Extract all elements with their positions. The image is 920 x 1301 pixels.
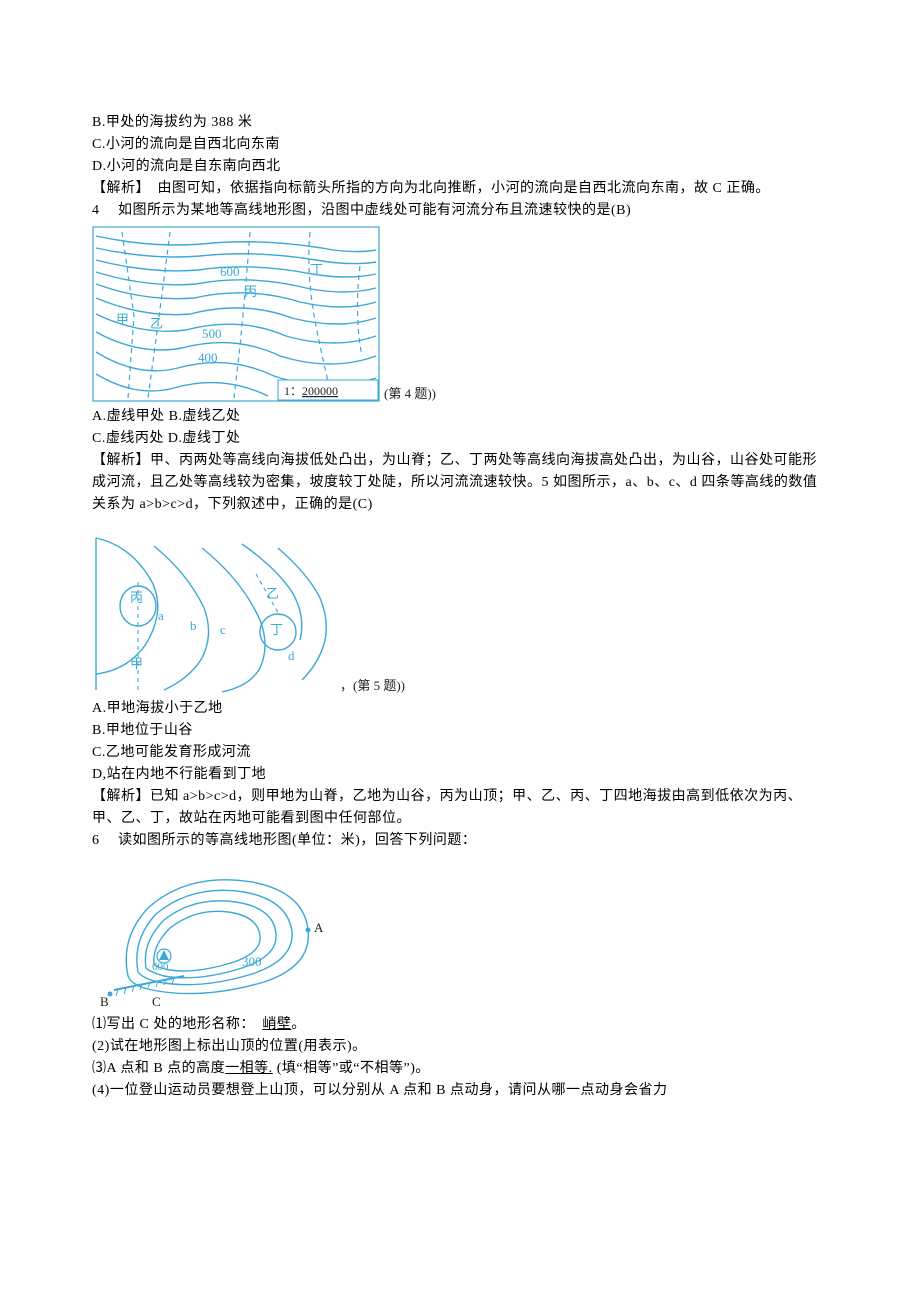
q6-sub4: (4)一位登山运动员要想登上山顶，可以分别从 A 点和 B 点动身，请问从哪一点… <box>92 1080 828 1102</box>
option-c: C.小河的流向是自西北向东南 <box>92 134 828 156</box>
svg-text:c: c <box>220 622 226 637</box>
svg-text:丁: 丁 <box>270 622 283 637</box>
q6-sub3-answer: 一相等. <box>225 1061 273 1076</box>
svg-text:a: a <box>158 608 164 623</box>
q6-text: 读如图所示的等高线地形图(单位：米)，回答下列问题： <box>118 833 476 848</box>
q4-analysis: 【解析】甲、丙两处等高线向海拔低处凸出，为山脊；乙、丁两处等高线向海拔高处凸出，… <box>92 450 828 516</box>
svg-text:b: b <box>190 618 197 633</box>
q4-num: 4 <box>92 203 100 218</box>
q4-label-500: 500 <box>202 326 222 341</box>
q4-label-400: 400 <box>198 350 218 365</box>
q5-opt-c: C.乙地可能发育形成河流 <box>92 742 828 764</box>
q6-figure: A B C 300 600 <box>92 856 828 1010</box>
q4-label-bing: 丙 <box>244 284 257 299</box>
svg-text:C: C <box>152 994 161 1009</box>
q4-text: 如图所示为某地等高线地形图，沿图中虚线处可能有河流分布且流速较快的是(B) <box>118 203 631 218</box>
q6-stem: 6 读如图所示的等高线地形图(单位：米)，回答下列问题： <box>92 830 828 852</box>
q5-opt-b: B.甲地位于山谷 <box>92 720 828 742</box>
q6-sub3: ⑶A 点和 B 点的高度一相等. (填“相等”或“不相等”)。 <box>92 1058 828 1080</box>
q5-caption: ，(第 5 题)) <box>340 678 405 693</box>
svg-text:300: 300 <box>242 954 262 969</box>
svg-text:甲: 甲 <box>130 656 143 671</box>
q5-opt-a: A.甲地海拔小于乙地 <box>92 698 828 720</box>
q5-figure: 丙 甲 乙 丁 a b c d ，(第 5 题)) <box>92 534 828 694</box>
q4-stem: 4 如图所示为某地等高线地形图，沿图中虚线处可能有河流分布且流速较快的是(B) <box>92 200 828 222</box>
q4-opt-cd: C.虚线丙处 D.虚线丁处 <box>92 428 828 450</box>
q5-analysis: 【解析】已知 a>b>c>d，则甲地为山脊，乙地为山谷，丙为山顶；甲、乙、丙、丁… <box>92 786 828 830</box>
q6-sub1-answer: 峭壁 <box>262 1017 291 1032</box>
q4-figure: 600 500 400 甲 乙 丙 丁 1：200000 (第 4 题)) <box>92 226 828 402</box>
q4-opt-ab: A.虚线甲处 B.虚线乙处 <box>92 406 828 428</box>
q4-label-ding: 丁 <box>310 262 323 277</box>
q6-sub2: (2)试在地形图上标出山顶的位置(用表示)。 <box>92 1036 828 1058</box>
svg-text:乙: 乙 <box>266 586 279 601</box>
q4-label-yi: 乙 <box>150 316 163 331</box>
svg-text:d: d <box>288 648 295 663</box>
svg-text:600: 600 <box>152 961 169 973</box>
q5-opt-d: D,站在内地不行能看到丁地 <box>92 764 828 786</box>
q4-caption: (第 4 题)) <box>384 386 436 401</box>
svg-text:丙: 丙 <box>130 590 143 605</box>
svg-text:A: A <box>314 920 324 935</box>
q6-sub1: ⑴写出 C 处的地形名称： 峭壁。 <box>92 1014 828 1036</box>
q4-label-jia: 甲 <box>116 312 129 327</box>
q4-label-600: 600 <box>220 264 240 279</box>
svg-text:B: B <box>100 994 109 1009</box>
q6-num: 6 <box>92 833 100 848</box>
option-d: D.小河的流向是自东南向西北 <box>92 156 828 178</box>
analysis-1: 【解析】 由图可知，依据指向标箭头所指的方向为北向推断，小河的流向是自西北流向东… <box>92 178 828 200</box>
option-b: B.甲处的海拔约为 388 米 <box>92 112 828 134</box>
svg-text:1：200000: 1：200000 <box>284 384 338 398</box>
